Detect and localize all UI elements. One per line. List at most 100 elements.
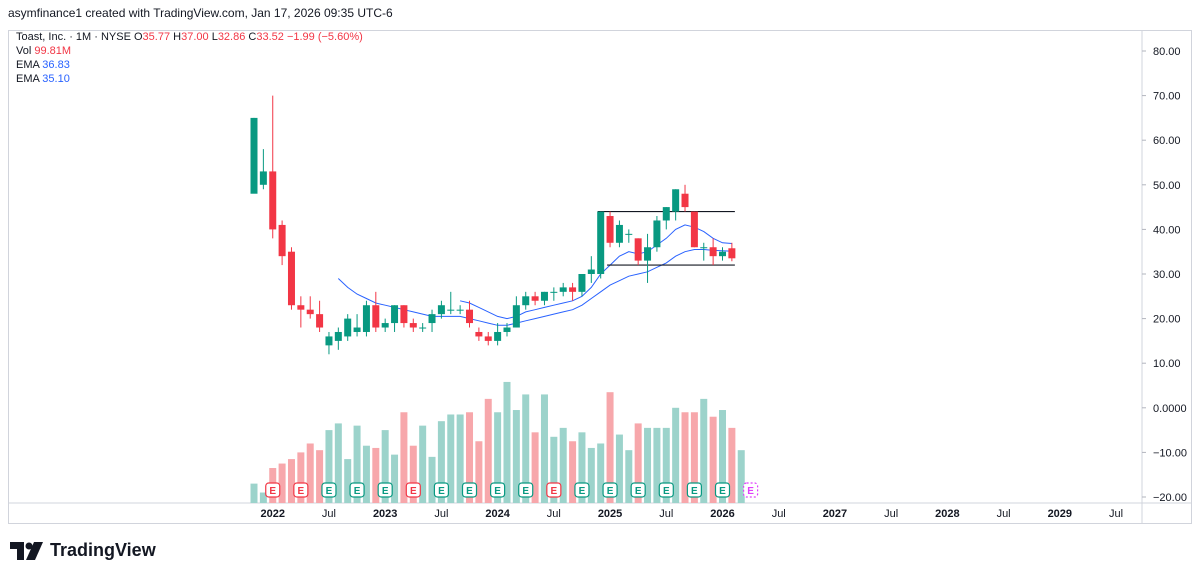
candle-body[interactable]	[447, 309, 455, 311]
candle-body[interactable]	[550, 291, 558, 293]
candle-body[interactable]	[503, 327, 511, 332]
earnings-marker[interactable]	[686, 482, 702, 498]
volume-bar	[644, 427, 652, 503]
volume-row[interactable]: Vol 99.81M	[16, 44, 363, 58]
volume-value: 99.81M	[34, 45, 72, 57]
candle-body[interactable]	[700, 247, 708, 249]
earnings-marker-label: E	[663, 486, 670, 497]
candle-body[interactable]	[278, 224, 286, 257]
y-tick-label: 80.00	[1153, 46, 1181, 58]
candle-body[interactable]	[437, 305, 445, 315]
candle-body[interactable]	[522, 296, 530, 306]
earnings-marker[interactable]	[546, 482, 562, 498]
candle-body[interactable]	[325, 336, 333, 346]
candle-body[interactable]	[569, 287, 577, 292]
candle-body[interactable]	[344, 318, 352, 337]
candle-body[interactable]	[400, 305, 408, 324]
earnings-marker[interactable]	[377, 482, 393, 498]
earnings-marker[interactable]	[630, 482, 646, 498]
earnings-marker[interactable]	[490, 482, 506, 498]
ema-row-2[interactable]: EMA 35.10	[16, 72, 363, 86]
candle-body[interactable]	[512, 305, 520, 328]
candle-body[interactable]	[662, 207, 670, 221]
earnings-marker-label: E	[466, 486, 473, 497]
candle-body[interactable]	[644, 247, 652, 261]
candle-body[interactable]	[719, 251, 726, 257]
candle-body[interactable]	[353, 327, 361, 332]
candle-body[interactable]	[606, 216, 614, 243]
ema-row-1[interactable]: EMA 36.83	[16, 58, 363, 72]
candle-body[interactable]	[615, 224, 623, 243]
candle-body[interactable]	[728, 248, 736, 259]
volume-bar	[287, 459, 295, 503]
volume-bar	[494, 412, 502, 503]
candle-body[interactable]	[653, 220, 661, 248]
candle-body[interactable]	[334, 331, 342, 341]
candle-body[interactable]	[625, 233, 633, 235]
volume-bar	[681, 412, 689, 503]
candle-body[interactable]	[250, 117, 258, 194]
candle-body[interactable]	[578, 274, 586, 292]
candle-body[interactable]	[597, 211, 605, 274]
candle-body[interactable]	[306, 309, 314, 315]
candle-body[interactable]	[391, 305, 399, 324]
candle-body[interactable]	[672, 189, 680, 212]
candle-body[interactable]	[709, 247, 717, 257]
tradingview-logo[interactable]: TradingView	[10, 540, 156, 561]
x-tick-label: 2023	[373, 508, 397, 520]
candle-body[interactable]	[409, 323, 417, 328]
volume-bar	[344, 459, 352, 503]
earnings-marker[interactable]	[658, 482, 674, 498]
candle-body[interactable]	[259, 171, 267, 185]
earnings-marker[interactable]	[349, 482, 365, 498]
earnings-marker[interactable]	[743, 482, 759, 498]
candle-body[interactable]	[269, 171, 277, 230]
candle-body[interactable]	[316, 314, 324, 328]
volume-bar	[428, 456, 436, 503]
volume-bar	[728, 427, 736, 503]
ema-label: EMA	[16, 73, 40, 85]
earnings-marker[interactable]	[265, 482, 281, 498]
earnings-marker[interactable]	[574, 482, 590, 498]
chart-legend: Toast, Inc. · 1M · NYSE O35.77 H37.00 L3…	[16, 30, 363, 86]
candle-body[interactable]	[531, 296, 539, 301]
volume-bar	[400, 412, 408, 503]
earnings-marker[interactable]	[714, 482, 731, 498]
earnings-marker[interactable]	[405, 482, 421, 498]
volume-bar	[278, 463, 286, 503]
candle-body[interactable]	[372, 305, 380, 328]
candle-body[interactable]	[456, 309, 464, 311]
earnings-marker-label: E	[579, 486, 586, 497]
volume-bar	[719, 410, 726, 503]
candle-body[interactable]	[587, 269, 595, 274]
candle-body[interactable]	[466, 309, 474, 324]
candle-body[interactable]	[484, 336, 492, 341]
candle-body[interactable]	[559, 287, 567, 292]
volume-bar	[653, 427, 661, 503]
candle-body[interactable]	[690, 211, 698, 248]
candle-body[interactable]	[428, 314, 436, 324]
earnings-marker[interactable]	[461, 482, 478, 498]
symbol-label[interactable]: Toast, Inc. · 1M · NYSE	[16, 31, 131, 43]
x-tick-label: Jul	[322, 508, 336, 520]
earnings-marker[interactable]	[518, 482, 534, 498]
candle-body[interactable]	[381, 323, 389, 328]
candle-body[interactable]	[419, 327, 427, 329]
volume-bar	[503, 381, 511, 503]
candle-body[interactable]	[475, 331, 483, 337]
candle-body[interactable]	[540, 291, 548, 301]
candle-body[interactable]	[494, 331, 502, 341]
candle-body[interactable]	[287, 251, 295, 306]
candle-body[interactable]	[634, 238, 642, 261]
candle-body[interactable]	[681, 193, 689, 208]
volume-bar	[522, 394, 530, 503]
candle-body[interactable]	[362, 305, 370, 332]
earnings-marker[interactable]	[293, 482, 309, 498]
candle-body[interactable]	[297, 305, 305, 310]
earnings-marker[interactable]	[321, 482, 337, 498]
earnings-marker[interactable]	[433, 482, 449, 498]
y-tick-label: 40.00	[1153, 224, 1181, 236]
earnings-marker[interactable]	[602, 482, 618, 498]
x-tick-label: 2024	[485, 508, 510, 520]
